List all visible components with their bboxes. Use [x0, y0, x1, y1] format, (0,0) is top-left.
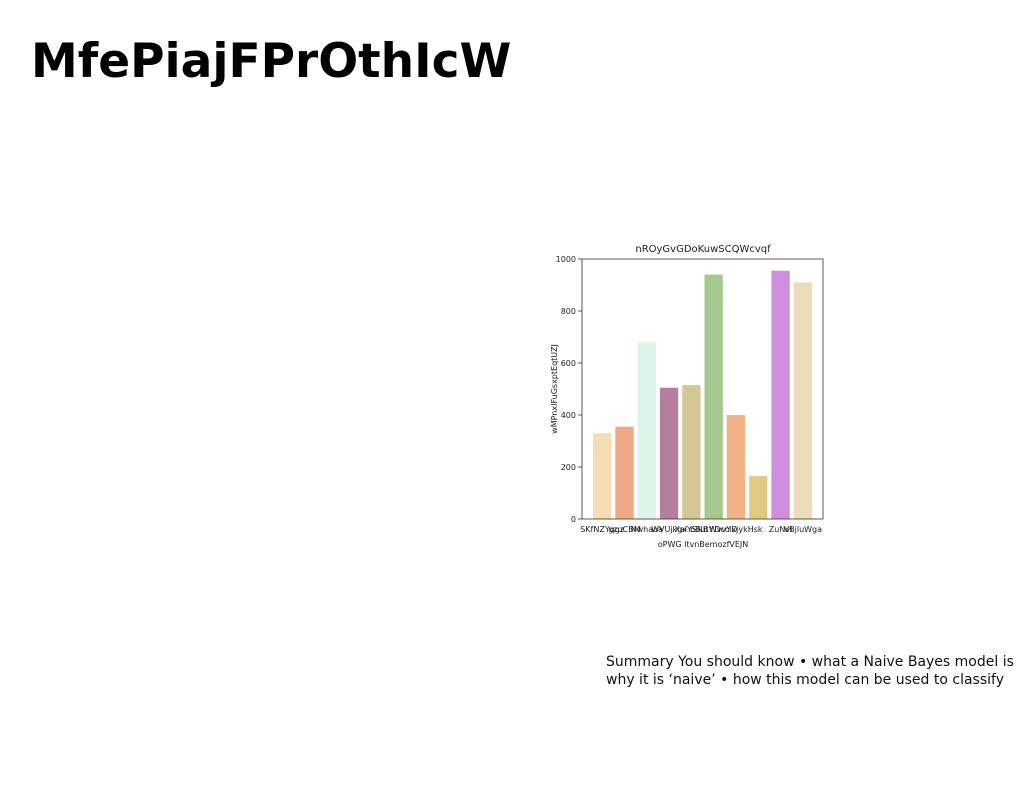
x-tick-label: WVUjkgx [651, 525, 687, 534]
y-axis-label: wMPnxIFuGsxptEqtUZJ [550, 344, 559, 434]
x-axis: SKfNZYqgzgzuCBMNwhaoaWVUjkgxXalYSNBbButW… [580, 525, 822, 534]
bar [771, 270, 790, 519]
bar-chart: nROyGvGDoKuwSCQWcvqf 0 200 400 600 800 1000 S… [540, 236, 840, 556]
y-tick-label: 600 [561, 359, 576, 368]
x-tick-label: gzuCBM [608, 525, 640, 534]
bar [637, 342, 656, 519]
slide-title: MfePiajFPrOthIcW [31, 34, 512, 89]
y-tick-label: 400 [561, 411, 576, 420]
bar [593, 433, 612, 519]
bar [659, 387, 679, 519]
x-tick-label: ZuNvl [769, 525, 793, 534]
bar [615, 426, 634, 519]
bar-chart-svg: nROyGvGDoKuwSCQWcvqf 0 200 400 600 800 1000 S… [550, 244, 824, 549]
x-tick-label: XalYSNB [674, 525, 708, 534]
x-tick-label: bButWvvYD [690, 525, 737, 534]
x-tick-label: YDcclxjykHsk [708, 525, 763, 534]
bar [726, 415, 746, 519]
y-axis: 0 200 400 600 800 1000 [556, 255, 582, 524]
bar [682, 385, 701, 519]
y-tick-label: 0 [571, 515, 576, 524]
bar [749, 476, 768, 519]
chart-title: nROyGvGDoKuwSCQWcvqf [635, 244, 771, 255]
plot-frame [581, 258, 824, 520]
x-tick-label: SKfNZYqgz [580, 525, 624, 534]
x-tick-label: VBjluWga [784, 525, 822, 534]
y-tick-label: 1000 [556, 255, 576, 264]
x-tick-label: Nwhaoa [631, 525, 663, 534]
bars-layer [593, 270, 812, 519]
y-tick-label: 200 [561, 463, 576, 472]
bar [793, 282, 812, 519]
bar [704, 274, 723, 519]
y-tick-label: 800 [561, 307, 576, 316]
x-axis-label: oPWG ltvnBemozfVEJN [658, 540, 749, 549]
summary-text: Summary You should know • what a Naive B… [606, 654, 1014, 688]
